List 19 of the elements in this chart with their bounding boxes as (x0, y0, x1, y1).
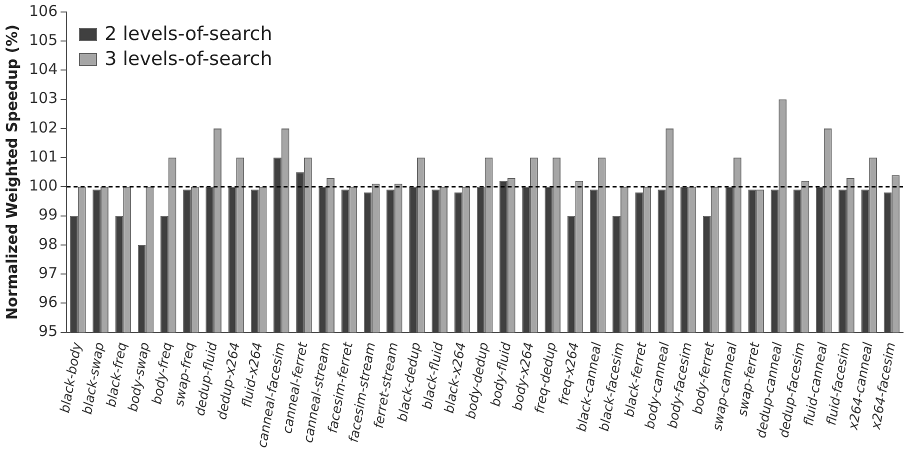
y-axis-title: Normalized Weighted Speedup (%) (2, 24, 21, 320)
y-tick-label: 103 (28, 89, 58, 108)
y-tick-label: 98 (38, 234, 58, 253)
y-tick-label: 100 (28, 176, 58, 195)
y-tick-label: 105 (28, 31, 58, 50)
x-tick-label: freq-x264 (556, 341, 582, 406)
x-tick-label: swap-freq (172, 341, 198, 408)
y-tick-label: 106 (28, 2, 58, 20)
x-tick-label: fluid-x264 (240, 341, 266, 409)
y-tick-label: 95 (38, 322, 58, 340)
x-tick-label: body-ferret (690, 340, 718, 416)
y-tick-label: 102 (28, 118, 58, 136)
legend-label: 3 levels-of-search (104, 47, 272, 72)
y-tick-label: 101 (28, 147, 58, 166)
y-tick-label: 99 (38, 206, 58, 224)
legend-label: 2 levels-of-search (104, 22, 272, 47)
y-tick-label: 96 (38, 293, 58, 312)
y-tick-label: 104 (28, 60, 58, 78)
y-tick-label: 97 (38, 264, 58, 282)
